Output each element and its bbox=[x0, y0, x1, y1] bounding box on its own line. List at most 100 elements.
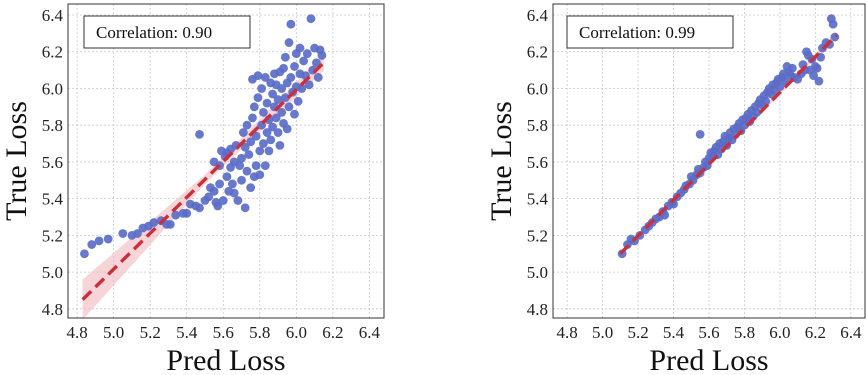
left-data-point bbox=[235, 161, 245, 170]
left-data-point bbox=[260, 73, 270, 82]
right-y-tick-label: 5.8 bbox=[527, 116, 548, 135]
left-y-tick-label: 6.4 bbox=[42, 6, 64, 25]
left-data-point bbox=[268, 89, 277, 99]
left-y-tick-label: 5.0 bbox=[42, 263, 63, 282]
left-data-point bbox=[237, 153, 246, 163]
left-data-point bbox=[246, 183, 256, 193]
left-x-tick-label: 5.8 bbox=[249, 323, 270, 342]
right-data-point bbox=[828, 19, 838, 29]
left-data-point bbox=[284, 38, 294, 47]
left-data-point bbox=[306, 14, 316, 24]
right-data-point bbox=[752, 107, 762, 117]
left-data-point bbox=[222, 172, 232, 182]
left-data-point bbox=[264, 146, 274, 156]
left-data-point bbox=[286, 73, 296, 82]
left-data-point bbox=[149, 218, 159, 227]
left-data-point bbox=[295, 43, 305, 53]
left-data-point bbox=[253, 93, 263, 103]
left-y-tick-label: 5.4 bbox=[42, 190, 64, 209]
left-y-tick-label: 4.8 bbox=[42, 300, 63, 319]
left-data-point bbox=[277, 107, 287, 117]
left-data-point bbox=[279, 63, 288, 73]
left-data-point bbox=[313, 73, 323, 82]
left-data-point bbox=[284, 102, 294, 112]
left-data-point bbox=[255, 170, 265, 180]
right-data-point bbox=[812, 63, 822, 73]
left-y-tick-label: 5.8 bbox=[42, 116, 63, 135]
left-data-point bbox=[275, 140, 285, 150]
right-correlation-annotation: Correlation: 0.99 bbox=[566, 15, 734, 49]
left-data-point bbox=[280, 52, 290, 62]
left-data-point bbox=[262, 128, 272, 137]
left-y-tick-label: 6.2 bbox=[42, 43, 63, 62]
left-y-axis-label: True Loss bbox=[0, 101, 33, 221]
left-data-point bbox=[257, 84, 267, 93]
left-data-point bbox=[209, 186, 219, 196]
right-y-tick-label: 4.8 bbox=[527, 300, 548, 319]
left-data-point bbox=[246, 137, 256, 147]
left-x-tick-label: 5.4 bbox=[176, 323, 198, 342]
left-data-point bbox=[273, 95, 283, 104]
left-data-point bbox=[118, 229, 128, 238]
left-data-point bbox=[195, 129, 204, 139]
left-data-point bbox=[277, 84, 287, 93]
left-data-point bbox=[317, 51, 327, 60]
left-data-point bbox=[242, 166, 252, 176]
left-data-point bbox=[259, 107, 268, 117]
left-data-point bbox=[94, 236, 104, 246]
right-y-tick-label: 5.0 bbox=[527, 263, 548, 282]
left-data-point bbox=[297, 84, 307, 93]
left-data-point bbox=[280, 93, 290, 103]
left-data-point bbox=[233, 196, 243, 205]
left-plot-frame bbox=[67, 3, 385, 319]
left-x-tick-label: 6.2 bbox=[322, 323, 343, 342]
left-data-point bbox=[218, 196, 228, 205]
left-data-point bbox=[290, 109, 299, 119]
left-data-point bbox=[237, 175, 246, 185]
left-correlation-text: Correlation: 0.90 bbox=[96, 23, 212, 42]
left-data-point bbox=[259, 139, 268, 148]
right-data-point bbox=[775, 82, 785, 92]
right-x-tick-label: 5.2 bbox=[627, 323, 648, 342]
left-data-point bbox=[262, 98, 272, 108]
left-data-point bbox=[302, 49, 312, 58]
left-data-point bbox=[195, 203, 204, 213]
right-data-point bbox=[761, 96, 771, 106]
left-data-point bbox=[255, 146, 265, 156]
left-data-point bbox=[249, 102, 259, 112]
left-x-tick-label: 6.0 bbox=[286, 323, 307, 342]
right-x-tick-label: 6.0 bbox=[769, 323, 790, 342]
left-data-point bbox=[242, 120, 252, 130]
left-data-point bbox=[266, 135, 276, 145]
left-data-point bbox=[204, 192, 214, 202]
left-data-point bbox=[253, 71, 263, 81]
left-data-point bbox=[238, 128, 248, 137]
left-data-point bbox=[282, 124, 292, 134]
left-data-point bbox=[248, 113, 257, 123]
left-data-point bbox=[213, 201, 223, 211]
right-correlation-text: Correlation: 0.99 bbox=[579, 23, 695, 42]
right-regression-line bbox=[619, 34, 838, 255]
left-y-tick-label: 6.0 bbox=[42, 79, 63, 98]
right-x-tick-label: 5.4 bbox=[663, 323, 685, 342]
right-data-point bbox=[809, 71, 818, 81]
left-data-point bbox=[103, 234, 113, 244]
left-data-point bbox=[87, 240, 97, 249]
left-data-point bbox=[240, 203, 250, 213]
left-data-point bbox=[271, 113, 281, 123]
left-data-point bbox=[268, 122, 277, 132]
right-data-point bbox=[695, 129, 705, 139]
left-x-tick-label: 5.0 bbox=[103, 323, 124, 342]
right-x-tick-label: 6.2 bbox=[805, 323, 826, 342]
left-data-point bbox=[304, 80, 314, 90]
right-y-tick-label: 6.2 bbox=[527, 43, 548, 62]
right-plot-frame bbox=[552, 3, 866, 319]
right-scatter-panel: Correlation: 0.99 4.8 5.0 5.2 5.4 5.6 5.8 6.0 6… bbox=[485, 3, 866, 375]
left-data-point bbox=[290, 62, 299, 71]
left-data-point bbox=[273, 128, 283, 137]
right-x-tick-label: 5.6 bbox=[698, 323, 719, 342]
left-x-axis-label: Pred Loss bbox=[166, 344, 285, 375]
left-data-point bbox=[240, 142, 250, 152]
right-y-tick-label: 6.4 bbox=[527, 6, 549, 25]
left-y-tick-label: 5.2 bbox=[42, 226, 63, 245]
